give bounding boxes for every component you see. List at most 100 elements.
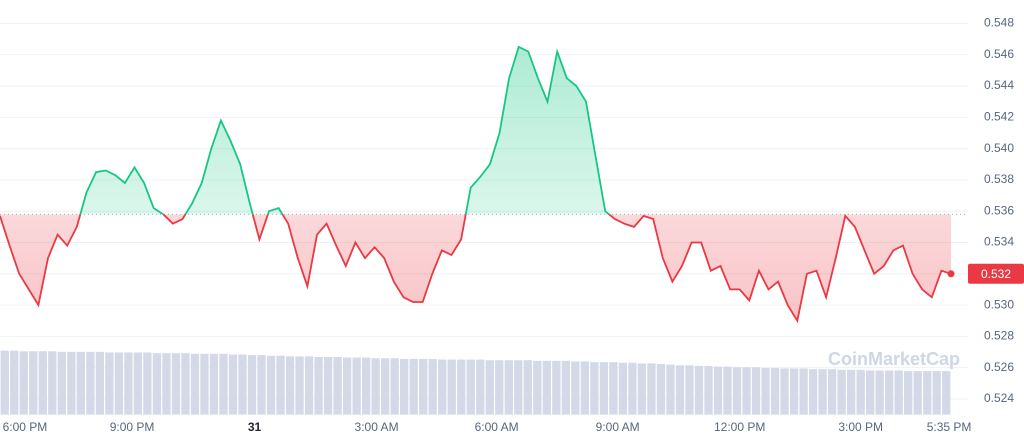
y-tick-label: 0.538 [984, 172, 1014, 186]
volume-bar [599, 362, 609, 415]
volume-bar [162, 353, 171, 415]
x-tick-label: 12:00 PM [714, 420, 765, 434]
volume-bar [48, 351, 57, 415]
volume-bar [10, 350, 19, 415]
volume-bar [561, 360, 570, 415]
volume-bar [447, 359, 456, 415]
volume-bar [152, 353, 162, 415]
volume-bar [19, 351, 28, 415]
volume-bar [647, 363, 656, 415]
price-line-up [79, 45, 846, 215]
volume-bar [827, 369, 837, 415]
volume-bar [257, 355, 266, 415]
y-tick-label: 0.528 [984, 329, 1014, 343]
volume-bar [200, 353, 209, 415]
volume-bar [438, 359, 447, 415]
volume-bar [190, 353, 200, 415]
volume-bar [114, 352, 124, 415]
volume-bar [86, 351, 95, 415]
volume-bar [95, 351, 105, 415]
volume-bar [457, 359, 466, 415]
y-tick-label: 0.546 [984, 47, 1014, 61]
volume-bar [837, 369, 846, 415]
volume-bar [552, 360, 561, 415]
y-tick-label: 0.544 [984, 78, 1014, 92]
x-tick-label: 31 [248, 420, 262, 434]
volume-bar [894, 370, 903, 415]
volume-bar [761, 367, 770, 415]
volume-bar [38, 351, 47, 415]
volume-bar [942, 371, 951, 415]
volume-bar [476, 359, 485, 415]
volume-bar [133, 352, 143, 415]
volume-bar [371, 358, 380, 415]
volume-bar [666, 364, 675, 415]
volume-bar [276, 355, 285, 415]
volume-bar [266, 355, 276, 415]
y-tick-label: 0.542 [984, 110, 1014, 124]
x-tick-label: 6:00 PM [3, 420, 48, 434]
volume-bar [381, 358, 390, 415]
volume-bar [238, 354, 247, 415]
volume-bar [323, 357, 333, 415]
volume-bar [866, 370, 875, 415]
volume-bar [219, 353, 228, 415]
y-tick-label: 0.536 [984, 203, 1014, 217]
volume-bar [904, 371, 913, 415]
volume-bar [67, 351, 76, 415]
y-tick-label: 0.534 [984, 235, 1014, 249]
area-down [0, 214, 951, 321]
volume-bar [713, 366, 723, 415]
volume-bar [808, 369, 818, 415]
volume-bar [409, 358, 418, 415]
volume-bar [228, 354, 238, 415]
volume-bar [485, 360, 494, 415]
volume-bar [742, 367, 751, 415]
volume-bar [57, 351, 66, 415]
volume-bar [885, 370, 894, 415]
volume-bar [932, 371, 941, 415]
volume-bar [428, 358, 437, 415]
volume-bar [875, 370, 884, 415]
volume-bar [76, 351, 85, 415]
volume-bar [923, 371, 932, 415]
volume-bar [770, 367, 780, 415]
price-tag-label: 0.532 [981, 267, 1011, 281]
y-tick-label: 0.548 [984, 16, 1014, 30]
volume-bar [533, 360, 542, 415]
y-tick-label: 0.540 [984, 141, 1014, 155]
x-tick-label: 5:35 PM [927, 420, 972, 434]
volume-bar [618, 362, 628, 415]
watermark: CoinMarketCap [828, 349, 960, 369]
volume-bar [685, 365, 694, 415]
volume-bar [789, 368, 799, 415]
volume-bar [628, 362, 637, 415]
x-tick-label: 9:00 PM [110, 420, 155, 434]
x-tick-label: 9:00 AM [596, 420, 640, 434]
volume-bar [400, 358, 409, 415]
volume-bar [609, 362, 618, 415]
volume-bar [314, 357, 323, 415]
volume-bar [105, 352, 114, 415]
volume-bar [504, 360, 513, 415]
volume-bar [856, 369, 865, 415]
volume-bar [846, 369, 856, 415]
volume-bar [780, 368, 789, 415]
volume-bar [723, 366, 732, 415]
volume-bar [342, 357, 352, 415]
volume-bar [656, 364, 666, 415]
volume-bar [29, 351, 38, 415]
volume-bar [818, 369, 827, 415]
volume-bar [124, 352, 133, 415]
volume-bar [333, 357, 342, 415]
volume-bar [466, 359, 475, 415]
y-tick-label: 0.526 [984, 360, 1014, 374]
volume-bar [0, 350, 9, 415]
volume-bar [523, 360, 532, 415]
volume-bar [704, 365, 713, 415]
volume-bar [181, 353, 190, 415]
volume-bar [352, 357, 361, 415]
price-line-down [0, 214, 952, 324]
